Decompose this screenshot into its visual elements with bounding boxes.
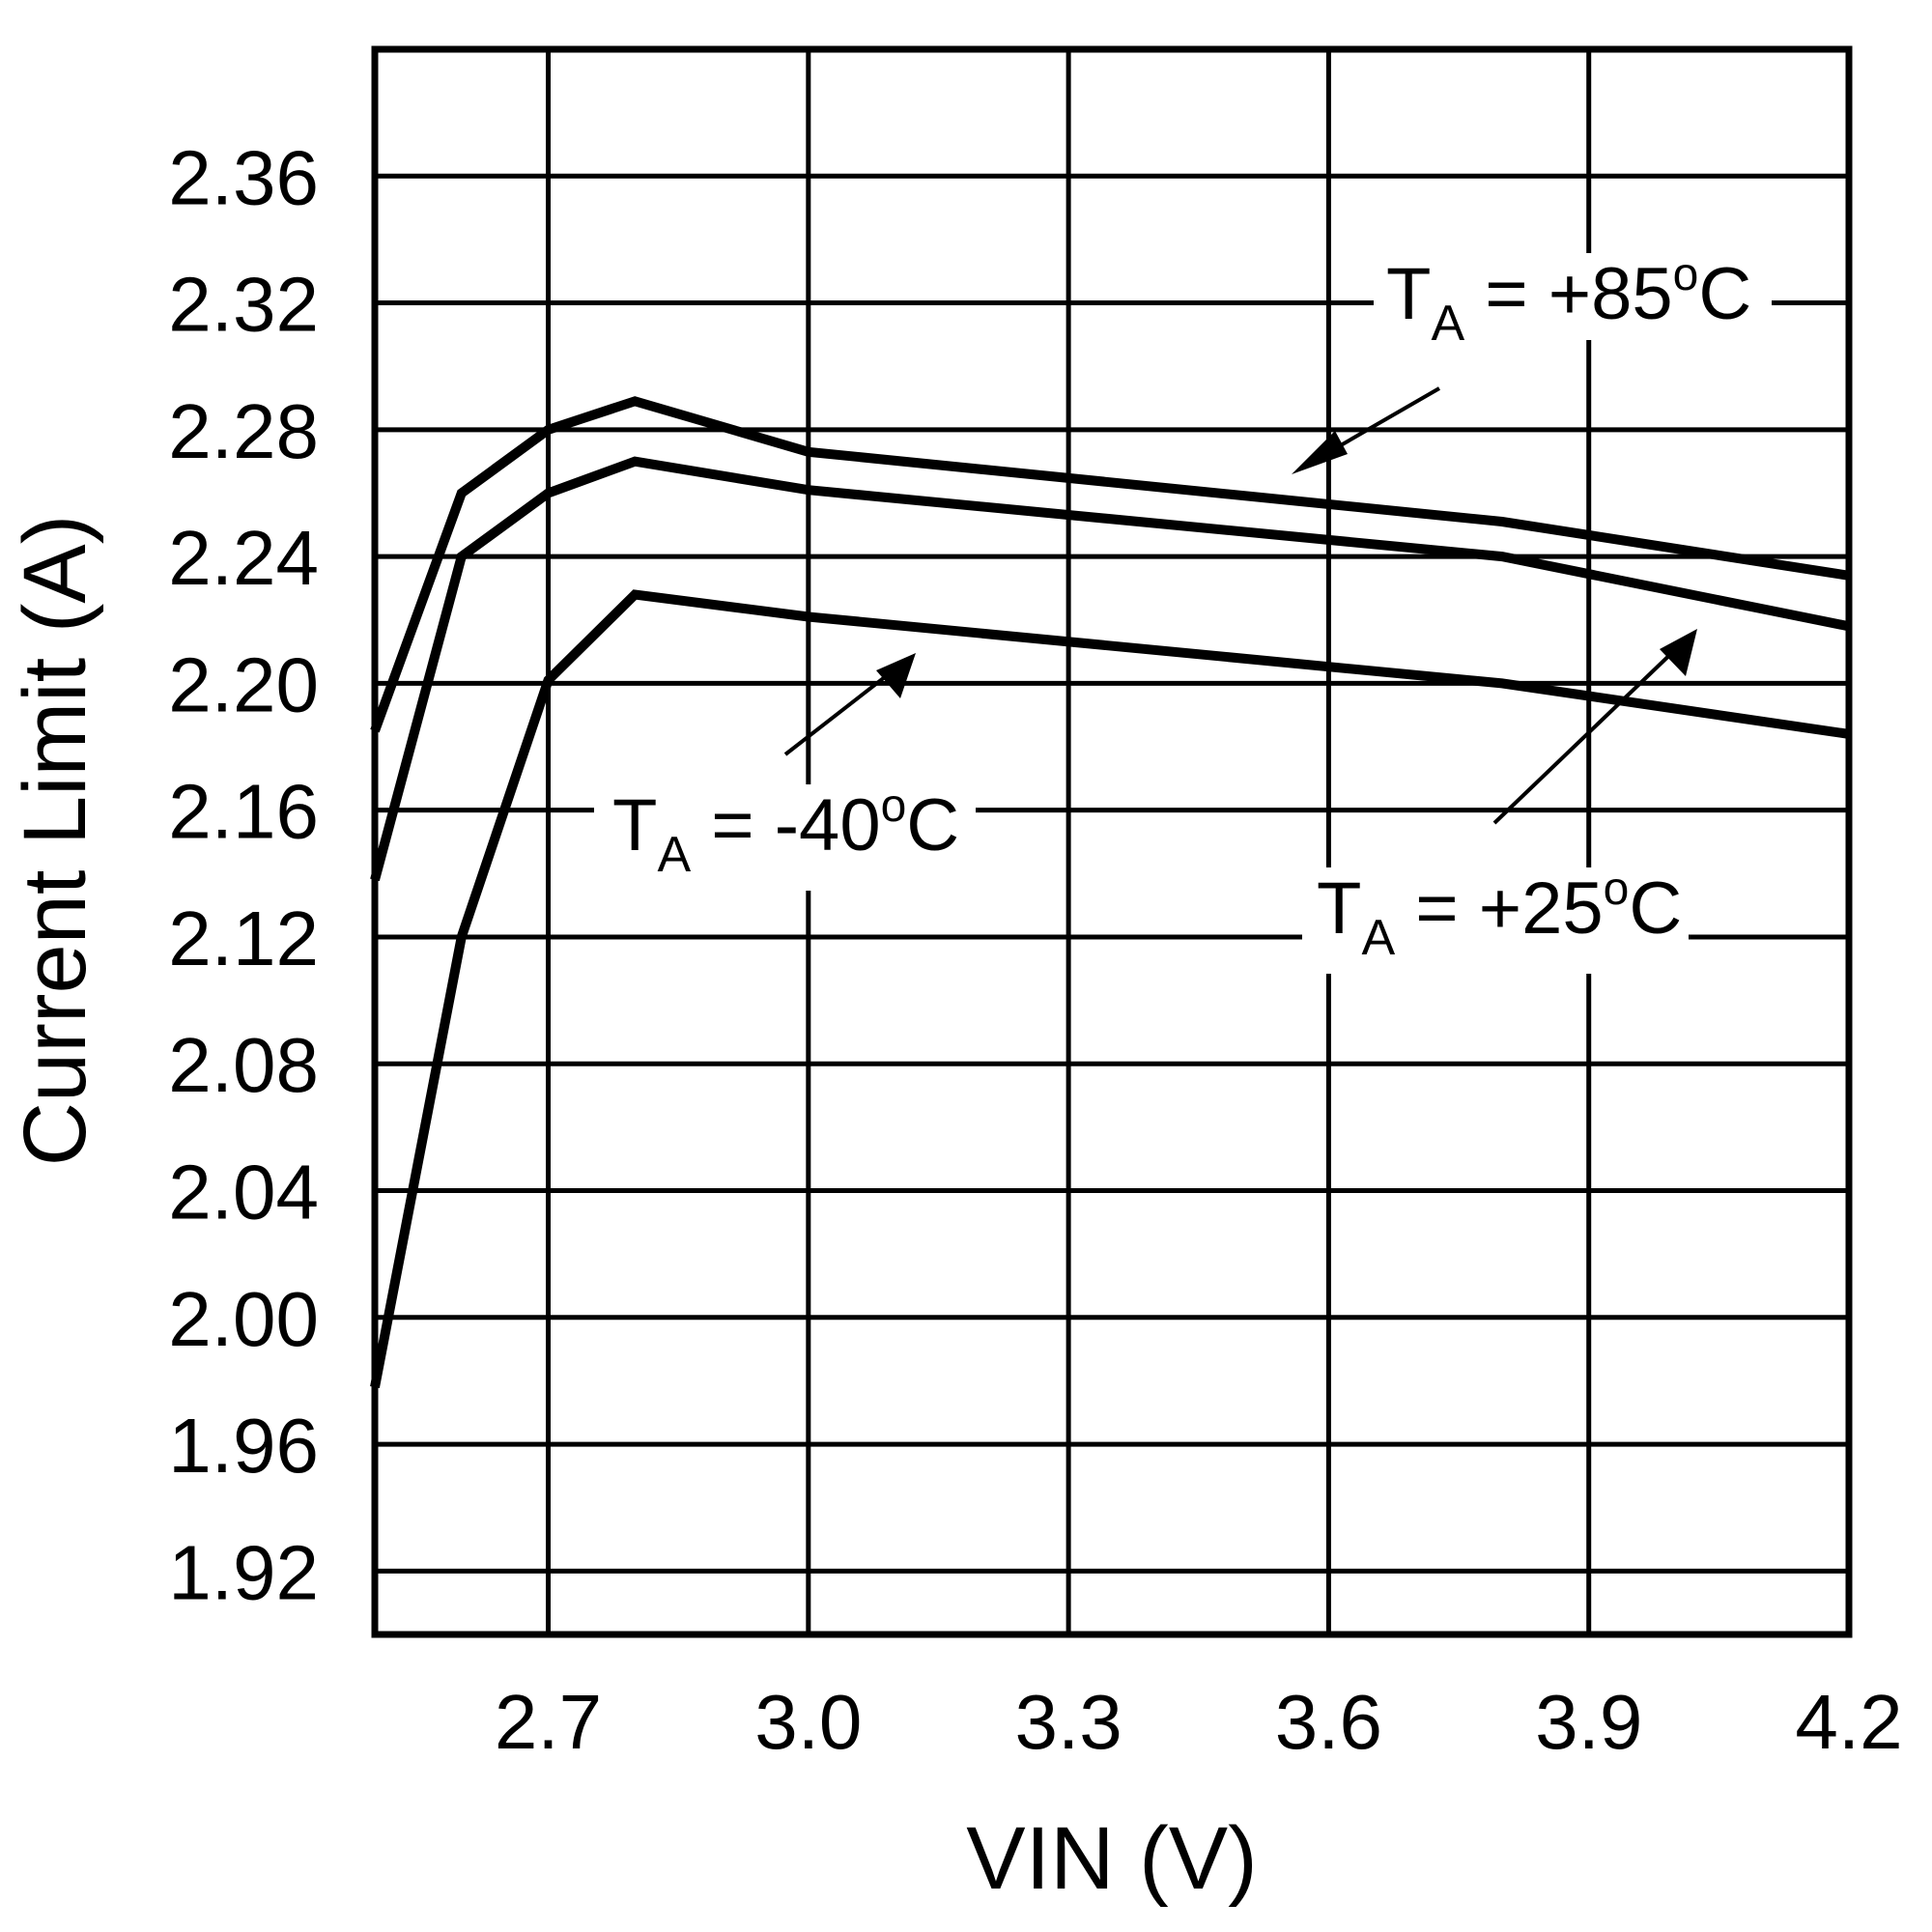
arrow-head-icon: [876, 653, 916, 698]
arrow-head-icon: [1292, 431, 1348, 474]
series-line-0: [370, 396, 1850, 733]
x-tick-label: 2.7: [495, 1679, 602, 1765]
plot-frame: [371, 45, 1853, 1638]
annotation-25c: TA = +25oC: [1302, 629, 1697, 974]
y-tick-label: 2.28: [168, 388, 319, 474]
y-tick-label: 2.20: [168, 641, 319, 727]
y-tick-label: 2.04: [168, 1150, 319, 1236]
arrow-head-icon: [1660, 629, 1697, 676]
svg-text:TA = -40oC: TA = -40oC: [612, 781, 959, 883]
series-line-1: [370, 456, 1850, 882]
y-tick-label: 2.36: [168, 134, 319, 220]
y-tick-labels: 2.36 2.32 2.28 2.24 2.20 2.16 2.12 2.08 2.04 2.00…: [168, 134, 319, 1615]
x-tick-labels: 2.7 3.0 3.3 3.6 3.9 4.2: [495, 1679, 1903, 1765]
series-line-2: [370, 589, 1850, 1388]
svg-text:TA = +85oC: TA = +85oC: [1386, 249, 1751, 352]
y-tick-label: 2.08: [168, 1022, 319, 1108]
x-tick-label: 4.2: [1795, 1679, 1902, 1765]
y-tick-label: 2.12: [168, 895, 319, 981]
y-tick-label: 1.96: [168, 1403, 319, 1489]
x-tick-label: 3.3: [1015, 1679, 1122, 1765]
x-tick-label: 3.6: [1275, 1679, 1382, 1765]
y-tick-label: 2.00: [168, 1276, 319, 1362]
y-axis-label: Current Limit (A): [6, 515, 104, 1167]
y-tick-label: 2.32: [168, 262, 319, 348]
series-lines: [370, 396, 1850, 1388]
y-tick-label: 2.24: [168, 515, 319, 601]
x-axis-label: VIN (V): [966, 1809, 1258, 1908]
svg-text:TA = +25oC: TA = +25oC: [1317, 864, 1682, 966]
annotation-85c: TA = +85oC: [1292, 249, 1772, 474]
x-tick-label: 3.9: [1535, 1679, 1642, 1765]
annotation-minus40c: TA = -40oC: [594, 653, 976, 891]
y-tick-label: 2.16: [168, 769, 319, 855]
y-tick-label: 1.92: [168, 1529, 319, 1615]
x-tick-label: 3.0: [754, 1679, 862, 1765]
